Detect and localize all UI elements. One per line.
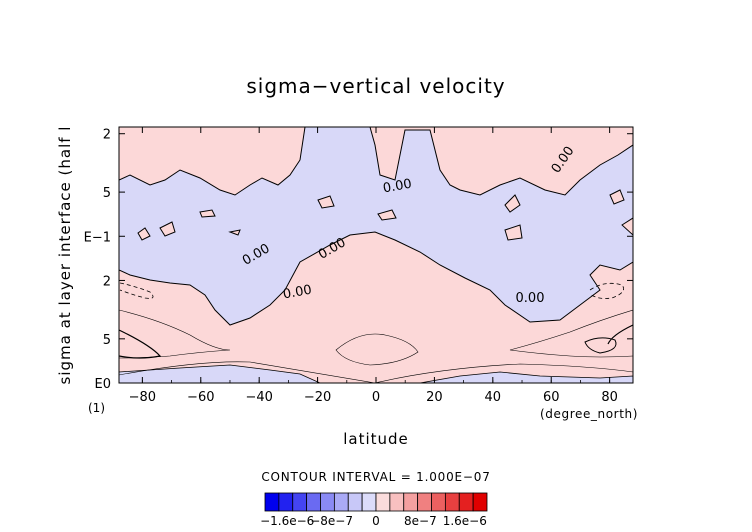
colorbar-tick-label: 0 — [372, 514, 380, 528]
y-tick-label: 2 — [103, 128, 111, 143]
colorbar-swatch — [389, 492, 405, 512]
x-tick-label: 20 — [426, 390, 443, 405]
colorbar-swatch — [417, 492, 432, 512]
colorbar-tick-label: 1.6e−6 — [443, 514, 487, 528]
colorbar-swatch — [278, 492, 294, 512]
y-axis: 2 5 E−1 2 5 E0 — [84, 128, 633, 392]
negative-region-bottom — [119, 364, 321, 383]
x-axis-label: latitude — [343, 430, 409, 448]
colorbar-swatch — [458, 492, 474, 512]
colorbar-tick-label: −8e−7 — [310, 514, 353, 528]
colorbar — [264, 492, 488, 512]
colorbar-swatch — [361, 492, 377, 512]
colorbar-swatch — [444, 492, 460, 512]
y-tick-label: 5 — [103, 333, 111, 348]
x-axis-unit: (degree_north) — [540, 407, 638, 421]
y-axis-label: sigma at layer interface (half l — [56, 126, 74, 385]
y-axis-extra-label: (1) — [88, 401, 105, 415]
y-tick-label: E−1 — [84, 230, 111, 245]
contour-label: 0.00 — [516, 291, 545, 306]
colorbar-swatch — [347, 492, 363, 512]
colorbar-labels: −1.6e−6−8e−7 0 8e−7 1.6e−6 — [260, 514, 487, 528]
y-tick-label: 2 — [103, 274, 111, 289]
plot-area: 0.000.00 0.000.00 0.000.00 — [118, 126, 634, 384]
colorbar-swatch — [292, 492, 308, 512]
x-tick-label: −40 — [245, 390, 272, 405]
contour-interval-text: CONTOUR INTERVAL = 1.000E−07 — [261, 470, 490, 484]
x-tick-label: −60 — [187, 390, 214, 405]
negative-region-upper — [119, 127, 633, 326]
contour-label: 0.00 — [282, 283, 313, 303]
x-tick-label: −80 — [129, 390, 156, 405]
x-tick-label: 0 — [372, 390, 380, 405]
colorbar-swatch — [472, 492, 488, 512]
x-axis: −80 −60 −40 −20 0 20 40 60 80 — [129, 127, 618, 405]
chart-title: sigma−vertical velocity — [246, 74, 505, 98]
colorbar-swatch — [264, 492, 280, 512]
colorbar-swatch — [333, 492, 349, 512]
colorbar-swatch — [306, 492, 321, 512]
x-tick-label: 40 — [485, 390, 502, 405]
colorbar-swatch — [431, 492, 446, 512]
colorbar-swatch — [320, 492, 335, 512]
negative-region-bottom-right — [419, 371, 633, 383]
colorbar-tick-label: −1.6e−6 — [260, 514, 314, 528]
colorbar-swatch — [403, 492, 419, 512]
x-tick-label: 60 — [543, 390, 560, 405]
y-tick-label: 5 — [103, 186, 111, 201]
y-tick-label: E0 — [95, 377, 112, 392]
colorbar-tick-label: 8e−7 — [404, 514, 437, 528]
x-tick-label: −20 — [304, 390, 331, 405]
x-tick-label: 80 — [601, 390, 618, 405]
contour-label: 0.00 — [382, 177, 413, 197]
negative-regions — [119, 127, 633, 383]
colorbar-swatch — [375, 492, 391, 512]
